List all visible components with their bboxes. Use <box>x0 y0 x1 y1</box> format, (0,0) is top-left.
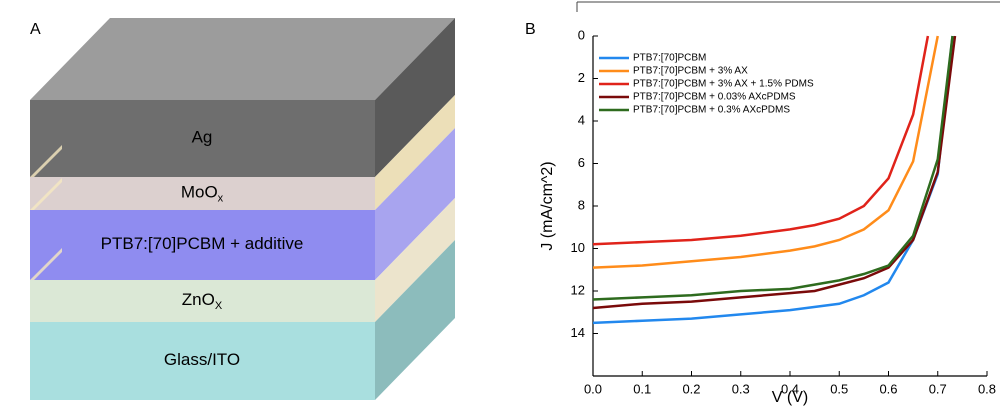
x-tick-label: 0.2 <box>682 381 700 396</box>
legend-label: PTB7:[70]PCBM + 0.3% AXcPDMS <box>633 105 790 116</box>
x-tick-label: 0.6 <box>879 381 897 396</box>
layer-side <box>375 198 455 322</box>
layer-front <box>30 322 375 400</box>
x-axis-label: V (V) <box>772 389 808 406</box>
x-tick-label: 0.3 <box>732 381 750 396</box>
top-face <box>30 18 455 100</box>
series-line <box>592 35 930 246</box>
layer-front <box>30 177 375 210</box>
legend-label: PTB7:[70]PCBM + 3% AX <box>633 66 748 77</box>
x-tick-label: 0.8 <box>978 381 996 396</box>
x-tick-label: 0.7 <box>929 381 947 396</box>
layer-label-text: Glass/ITO <box>164 350 240 369</box>
x-tick-label: 0.5 <box>830 381 848 396</box>
legend-label: PTB7:[70]PCBM + 0.03% AXcPDMS <box>633 92 796 103</box>
layer-label: PTB7:[70]PCBM + additive <box>101 234 304 253</box>
layer-edge <box>30 178 62 210</box>
layer-front <box>30 210 375 280</box>
x-tick-label: 0.4 <box>781 381 799 396</box>
device-stack: A Ag MoOx PTB7:[70]PCBM + additive ZnOX Glas… <box>30 18 455 400</box>
layer-label-text: ZnO <box>182 290 215 309</box>
legend-label: PTB7:[70]PCBM <box>633 53 706 64</box>
layer-label: MoOx <box>181 183 224 204</box>
legend-label: PTB7:[70]PCBM + 3% AX + 1.5% PDMS <box>633 79 814 90</box>
y-tick-label: 14 <box>571 325 585 340</box>
layer-edge <box>30 145 62 177</box>
series-line <box>592 35 939 269</box>
layer-label-subscript: X <box>215 300 223 312</box>
layer-edge <box>30 248 62 280</box>
layer-label-text: PTB7:[70]PCBM + additive <box>101 234 304 253</box>
y-tick-label: 6 <box>578 155 585 170</box>
y-tick-label: 8 <box>578 197 585 212</box>
series-line <box>592 35 957 310</box>
panel-label: B <box>525 21 536 38</box>
y-tick-label: 0 <box>578 27 585 42</box>
y-tick-label: 2 <box>578 70 585 85</box>
y-tick-label: 10 <box>571 240 585 255</box>
x-tick-label: 0.1 <box>633 381 651 396</box>
jv-chart: B 0 2 4 6 8 10 12 14 0.0 0.1 0.2 0.3 0.4 0.5 0.6 0.7 0.8… <box>525 1 1000 406</box>
layer-side <box>375 95 455 210</box>
layer-side <box>375 128 455 280</box>
layer-label-text: MoO <box>181 183 218 202</box>
layer-front <box>30 280 375 322</box>
layer-label: Glass/ITO <box>164 350 240 369</box>
layer-label: ZnOX <box>182 290 223 311</box>
x-tick-label: 0.0 <box>584 381 602 396</box>
layer-label-subscript: x <box>218 192 224 204</box>
layer-label: Ag <box>192 128 213 147</box>
y-tick-label: 12 <box>571 282 585 297</box>
layer-side <box>375 18 455 177</box>
y-axis-label: J (mA/cm^2) <box>539 161 556 250</box>
panel-label: A <box>30 21 41 38</box>
layer-front <box>30 100 375 177</box>
layer-side <box>375 240 455 400</box>
y-tick-label: 4 <box>578 112 585 127</box>
layer-label-text: Ag <box>192 128 213 147</box>
series-line <box>592 35 954 301</box>
